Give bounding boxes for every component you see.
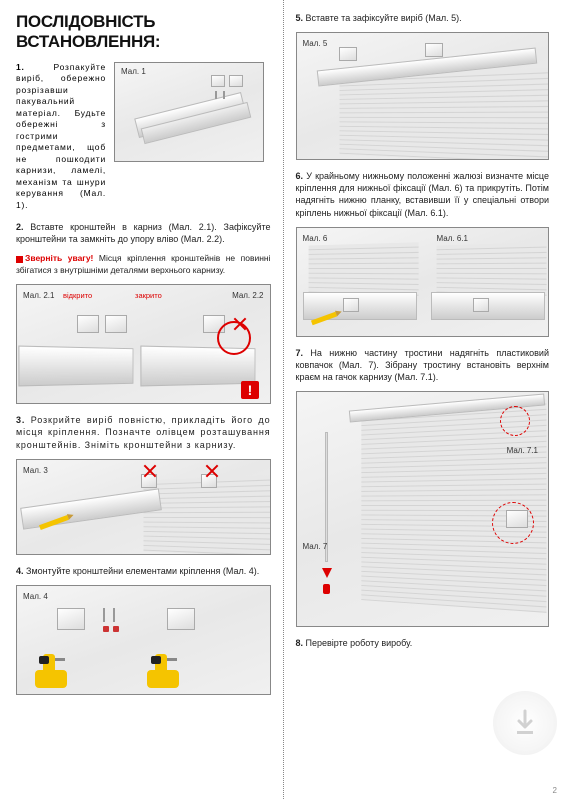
step-4-body: Змонтуйте кронштейни елементами кріпленн… [26,566,259,576]
step-1-row: 1. Розпакуйте виріб, обережно розрізавши… [16,62,271,211]
step-8-text: 8. Перевірте роботу виробу. [296,637,550,649]
figure-71-label: Мал. 7.1 [507,446,538,455]
figure-6-label: Мал. 6 [303,234,328,243]
step-6-text: 6. У крайньому нижньому положенні жалюзі… [296,170,550,219]
step-1-num: 1. [16,62,25,72]
step-3-text: 3. Розкрийте виріб повністю, прикладіть … [16,414,271,450]
warning-square-icon [16,256,23,263]
arrow-down-icon [322,568,332,578]
figure-5: Мал. 5 [296,32,550,160]
left-column: ПОСЛІДОВНІСТЬ ВСТАНОВЛЕННЯ: 1. Розпакуйт… [0,0,283,799]
step-8-num: 8. [296,638,304,648]
page-title: ПОСЛІДОВНІСТЬ ВСТАНОВЛЕННЯ: [16,12,271,52]
figure-7: Мал. 7 Мал. 7.1 [296,391,550,627]
figure-3-label: Мал. 3 [23,466,48,475]
step-6-body: У крайньому нижньому положенні жалюзі ви… [296,171,550,217]
alert-icon: ! [241,381,259,399]
step-2-num: 2. [16,222,24,232]
figure-22-label: Мал. 2.2 [232,291,263,300]
step-4-text: 4. Змонтуйте кронштейни елементами кріпл… [16,565,271,577]
figure-5-label: Мал. 5 [303,39,328,48]
step-5-num: 5. [296,13,304,23]
figure-7-label: Мал. 7 [303,542,328,551]
step-1-body: Розпакуйте виріб, обережно розрізавши па… [16,62,106,210]
step-5-text: 5. Вставте та зафіксуйте виріб (Мал. 5). [296,12,550,24]
step-2-body: Вставте кронштейн в карниз (Мал. 2.1). З… [16,222,271,244]
step-5-body: Вставте та зафіксуйте виріб (Мал. 5). [306,13,462,23]
figure-1: Мал. 1 [114,62,264,162]
figure-6: Мал. 6 Мал. 6.1 [296,227,550,337]
figure-1-label: Мал. 1 [121,67,146,76]
figure-2: Мал. 2.1 Мал. 2.2 відкрито закрито ! [16,284,271,404]
open-label: відкрито [63,291,92,300]
step-3-body: Розкрийте виріб повністю, прикладіть йог… [16,415,271,449]
figure-61-label: Мал. 6.1 [437,234,468,243]
step-6-num: 6. [296,171,304,181]
step-8-body: Перевірте роботу виробу. [306,638,413,648]
right-column: 5. Вставте та зафіксуйте виріб (Мал. 5).… [283,0,565,799]
closed-label: закрито [135,291,162,300]
page-number: 2 [553,786,557,795]
figure-21-label: Мал. 2.1 [23,291,54,300]
step-1-text: 1. Розпакуйте виріб, обережно розрізавши… [16,62,106,211]
figure-4: Мал. 4 [16,585,271,695]
figure-4-label: Мал. 4 [23,592,48,601]
step-7-body: На нижню частину тростини надягніть плас… [296,348,550,382]
step-3-num: 3. [16,415,25,425]
figure-3: Мал. 3 [16,459,271,555]
step-4-num: 4. [16,566,24,576]
page: ПОСЛІДОВНІСТЬ ВСТАНОВЛЕННЯ: 1. Розпакуйт… [0,0,565,799]
step-2-warning: Зверніть увагу! Місця кріплення кронштей… [16,253,271,276]
cap-icon [323,584,330,594]
step-7-text: 7. На нижню частину тростини надягніть п… [296,347,550,383]
step-2-text: 2. Вставте кронштейн в карниз (Мал. 2.1)… [16,221,271,245]
warning-label: Зверніть увагу! [25,253,93,263]
watermark-icon [493,691,557,755]
step-7-num: 7. [296,348,304,358]
drill-icon [147,654,193,688]
drill-icon [35,654,81,688]
